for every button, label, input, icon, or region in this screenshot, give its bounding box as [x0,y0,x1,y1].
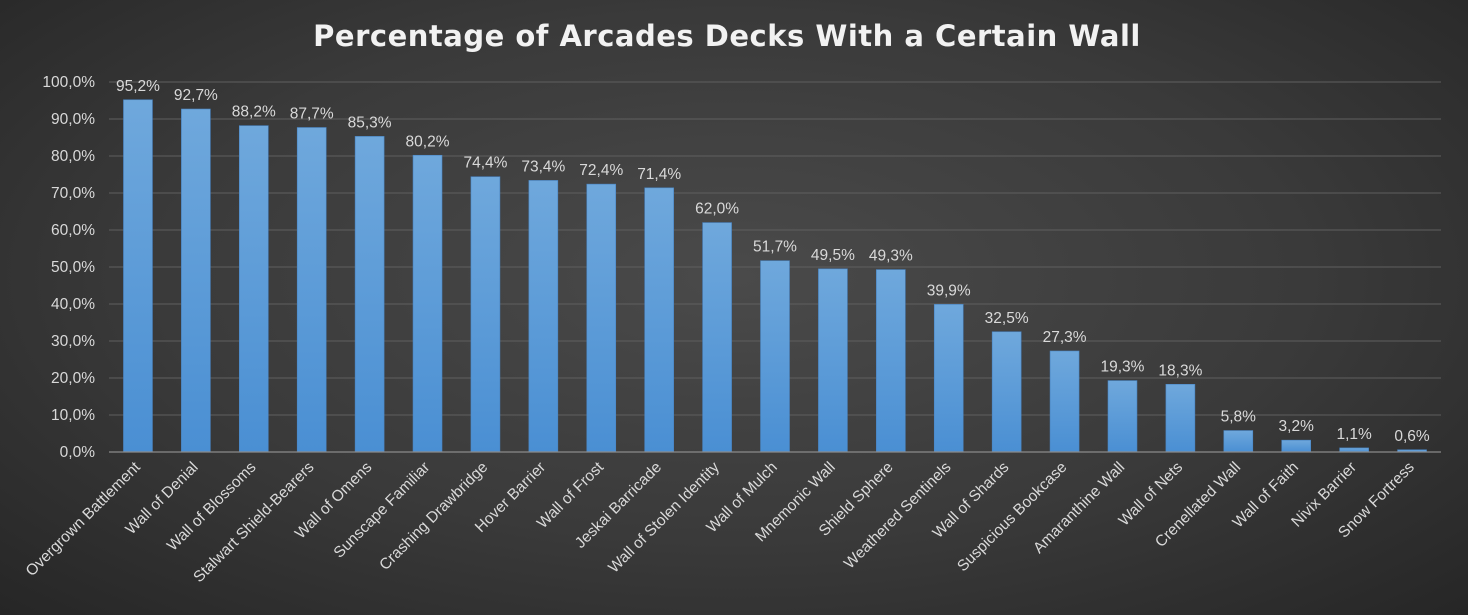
data-label: 49,5% [811,247,855,264]
data-label: 71,4% [637,166,681,183]
data-label: 32,5% [985,310,1029,327]
x-tick-label: Overgrown Battlement [23,458,145,580]
x-tick-label: Crashing Drawbridge [376,459,491,574]
data-label: 74,4% [463,155,507,172]
x-tick-label: Weathered Sentinels [841,459,955,573]
data-label: 88,2% [232,104,276,121]
y-tick-label: 20,0% [51,370,95,387]
bar [354,136,385,453]
y-tick-label: 30,0% [51,333,95,350]
x-tick-label: Sunscape Familiar [331,459,434,562]
data-label: 92,7% [174,87,218,104]
bar [1165,383,1196,453]
bar [412,154,443,453]
bar [818,268,848,453]
data-label: 85,3% [348,114,392,131]
bar [991,331,1022,453]
data-label: 73,4% [521,158,565,175]
bar [528,180,559,453]
data-label: 62,0% [695,201,739,218]
bar [760,260,790,453]
data-label: 87,7% [290,106,334,123]
x-tick-label: Wall of Stolen Identity [605,459,723,577]
bar [586,183,617,453]
data-label: 1,1% [1336,426,1372,443]
bar [1223,430,1254,453]
y-tick-label: 40,0% [51,296,95,313]
data-label: 51,7% [753,239,797,256]
bar [123,99,153,453]
data-label: 72,4% [579,162,623,179]
y-axis-ticks: 0,0% 10,0% 20,0% 30,0% 40,0% 50,0% 60,0% 70,0% 8… [42,74,95,461]
bar [181,108,211,453]
bar [296,127,327,453]
bar [702,222,732,453]
bar [644,187,674,453]
chart-title: Percentage of Arcades Decks With a Certa… [313,19,1141,53]
y-tick-label: 10,0% [51,407,95,424]
y-tick-label: 50,0% [51,259,95,276]
data-label: 39,9% [927,282,971,299]
data-label: 18,3% [1158,362,1202,379]
x-tick-label: Suspicious Bookcase [954,459,1070,575]
bar [1049,350,1080,453]
bar [239,125,269,453]
data-label: 5,8% [1221,409,1257,426]
bar [1339,447,1369,453]
y-tick-label: 0,0% [60,444,96,461]
data-label: 0,6% [1394,428,1430,445]
bar [933,304,964,453]
bars [123,99,1427,453]
data-label: 95,2% [116,78,160,95]
y-tick-label: 100,0% [42,74,95,91]
y-tick-label: 60,0% [51,222,95,239]
data-label: 80,2% [406,133,450,150]
data-label: 3,2% [1279,418,1315,435]
y-tick-label: 90,0% [51,111,95,128]
bar [1107,380,1138,453]
data-labels: 95,2% 92,7% 88,2% 87,7% 85,3% 80,2% 74,4% 73,4%… [116,78,1430,445]
data-label: 27,3% [1043,329,1087,346]
data-label: 49,3% [869,248,913,265]
y-tick-label: 70,0% [51,185,95,202]
y-tick-label: 80,0% [51,148,95,165]
bar [470,176,501,453]
bar [1281,439,1311,453]
bar [876,269,906,453]
data-label: 19,3% [1101,359,1145,376]
